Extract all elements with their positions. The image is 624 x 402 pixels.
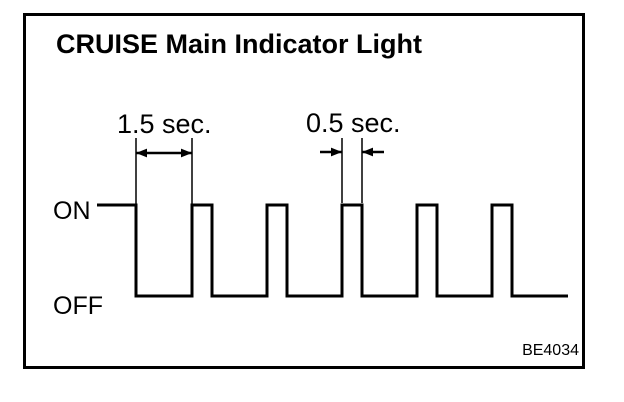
- on-duration-arrowheads: [331, 147, 373, 157]
- on-duration-extension-lines: [341, 138, 363, 203]
- diagram-frame: [23, 13, 585, 369]
- on-level-label: ON: [53, 197, 91, 225]
- off-duration-extension-lines: [135, 138, 193, 204]
- figure-reference-code: BE4034: [522, 342, 579, 359]
- indicator-waveform: [97, 203, 568, 298]
- diagram-title: CRUISE Main Indicator Light: [56, 29, 423, 59]
- on-duration-label: 0.5 sec.: [306, 108, 401, 138]
- off-duration-label: 1.5 sec.: [117, 109, 212, 139]
- off-level-label: OFF: [53, 292, 103, 320]
